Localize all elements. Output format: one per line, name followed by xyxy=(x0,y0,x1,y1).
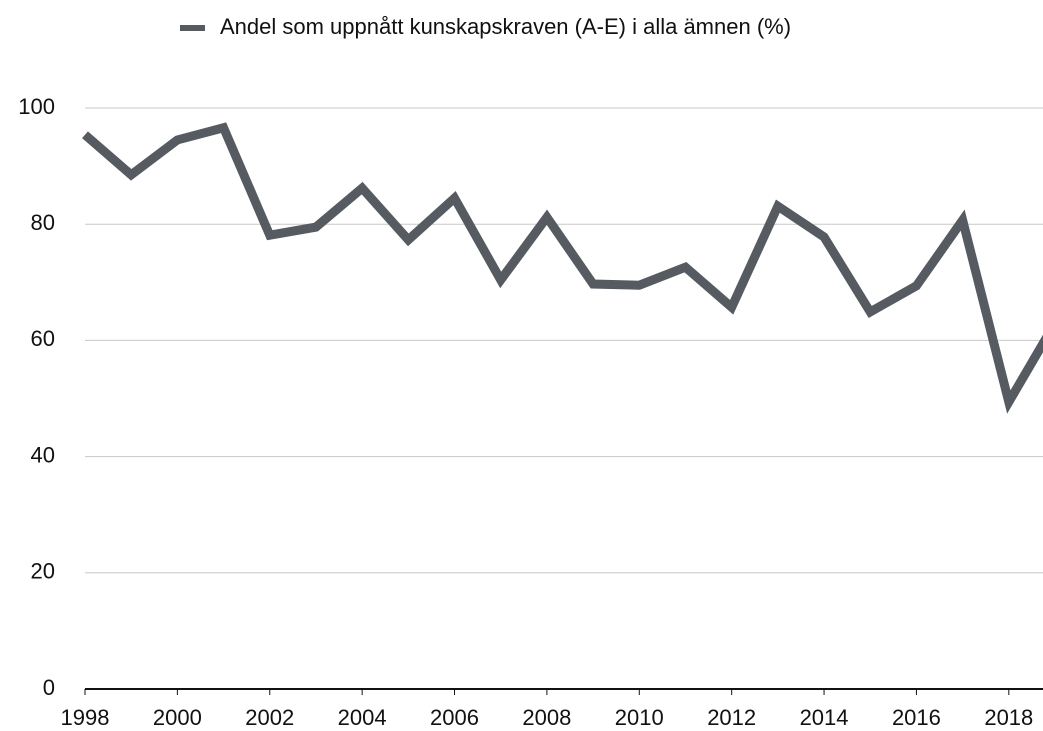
x-tick-label: 2014 xyxy=(800,705,849,730)
x-tick-label: 2008 xyxy=(522,705,571,730)
x-tick-label: 2002 xyxy=(245,705,294,730)
data-line xyxy=(82,122,1043,414)
y-tick-label: 40 xyxy=(31,442,55,467)
y-tick-label: 0 xyxy=(43,675,55,700)
legend-label: Andel som uppnått kunskapskraven (A-E) i… xyxy=(220,14,791,39)
x-tick-label: 2006 xyxy=(430,705,479,730)
x-tick-label: 2012 xyxy=(707,705,756,730)
y-tick-label: 20 xyxy=(31,559,55,584)
x-tick-label: 2018 xyxy=(984,705,1033,730)
y-tick-label: 100 xyxy=(18,94,55,119)
x-tick-label: 2016 xyxy=(892,705,941,730)
x-tick-label: 2004 xyxy=(338,705,387,730)
y-tick-label: 80 xyxy=(31,210,55,235)
y-tick-label: 60 xyxy=(31,326,55,351)
x-tick-label: 2010 xyxy=(615,705,664,730)
x-tick-label: 1998 xyxy=(61,705,110,730)
x-tick-label: 2000 xyxy=(153,705,202,730)
